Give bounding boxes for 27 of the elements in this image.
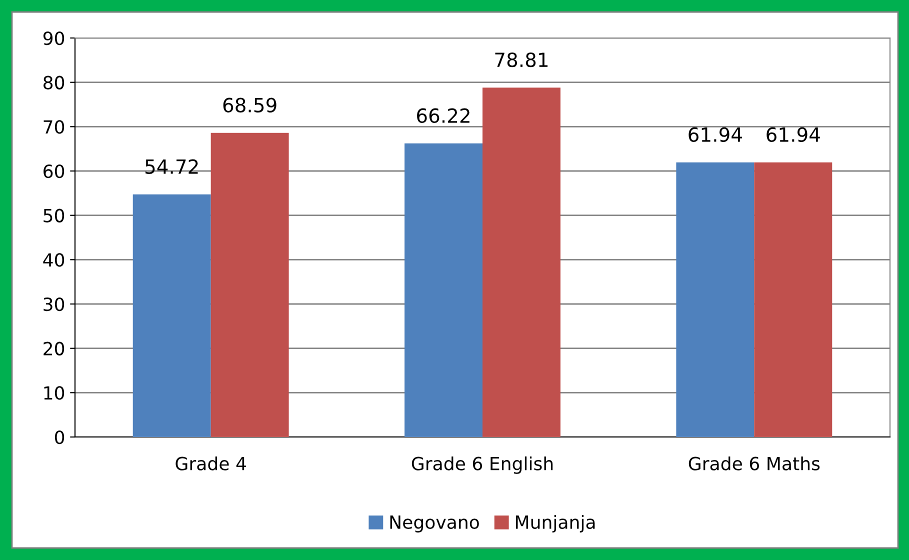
- bar: [482, 88, 560, 437]
- bar: [404, 143, 482, 437]
- bar: [754, 162, 832, 437]
- y-tick-label: 40: [43, 253, 64, 267]
- y-tick-label: 10: [44, 386, 64, 400]
- y-tick-label: 0: [54, 430, 64, 444]
- data-label: 78.81: [495, 52, 548, 68]
- x-tick-label: Grade 6 Maths: [688, 456, 820, 470]
- data-label: 61.94: [688, 127, 742, 142]
- y-tick-label: 60: [44, 164, 64, 178]
- data-label: 61.94: [766, 127, 820, 142]
- data-label: 68.59: [223, 98, 276, 112]
- y-tick-label: 90: [43, 31, 64, 46]
- y-tick-label: 30: [44, 297, 64, 312]
- bar: [210, 132, 289, 437]
- x-tick-label: Grade 4: [176, 456, 246, 470]
- bar: [676, 162, 754, 437]
- y-tick-label: 20: [44, 342, 64, 356]
- y-tick-label: 80: [44, 76, 64, 90]
- y-tick-label: 70: [44, 120, 64, 134]
- legend-label: Munjanja: [516, 514, 595, 532]
- y-tick-label: 50: [44, 208, 64, 222]
- data-label: 54.72: [146, 159, 198, 174]
- x-tick-label: Grade 6 English: [412, 456, 553, 474]
- bar: [132, 194, 211, 437]
- legend-label: Negovano: [390, 516, 479, 532]
- data-label: 66.22: [417, 108, 470, 123]
